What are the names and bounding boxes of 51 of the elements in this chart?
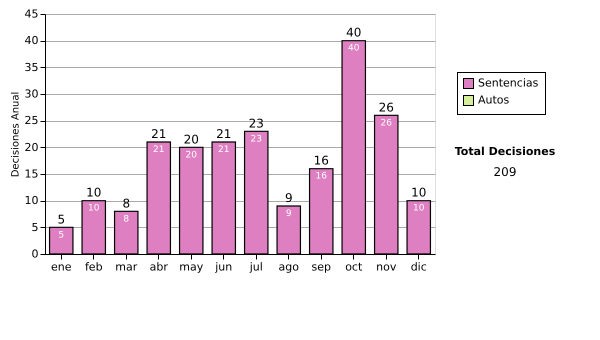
data-label: 23 [250,134,262,144]
y-tick-label: 5 [32,220,38,234]
text: 209 [494,165,516,179]
data-label: 10 [413,204,425,214]
data-label: 8 [123,214,130,224]
x-tick-label: nov [376,260,397,274]
total-label: 8 [122,196,130,210]
y-tick-label: 20 [24,140,38,154]
y-tick-label: 30 [24,88,38,100]
text: Total Decisiones [454,145,556,158]
y-tick-label: 35 [24,60,38,74]
y-tick-label: 0 [32,248,38,260]
data-label: 21 [218,145,230,155]
y-tick-label: 15 [24,168,38,180]
data-label: 26 [380,118,392,128]
y-tick-label: 25 [24,114,38,128]
x-tick-label: ago [278,260,300,274]
x-tick-label: feb [84,260,103,274]
total-label: 9 [284,191,293,205]
y-tick-label: 40 [24,34,38,48]
x-tick-label: mar [115,260,138,274]
y-tick-label: 10 [24,194,38,208]
y-axis-title: Decisiones Anual [10,92,22,178]
data-label: 16 [316,172,328,182]
x-tick-label: oct [345,260,363,274]
data-label: 10 [88,204,100,214]
y-tick-label: 45 [24,8,38,20]
total-label: 26 [378,100,394,114]
total-label: 20 [184,132,199,146]
total-label: 40 [346,26,362,40]
x-tick-label: may [179,260,204,274]
legend-label: Autos [478,94,510,106]
legend-label: Sentencias [478,76,539,90]
data-label: 40 [348,44,360,54]
data-label: 5 [58,230,64,240]
x-tick-label: ene [50,260,72,274]
total-label: 10 [86,186,102,200]
total-label: 16 [314,154,329,168]
total-label: 23 [248,116,264,130]
x-tick-label: abr [150,260,168,274]
total-label: 21 [151,127,166,141]
data-label: 9 [286,209,292,219]
x-tick-label: jul [248,260,263,274]
x-tick-label: jun [214,260,232,274]
data-label: 20 [186,150,198,160]
x-tick-label: sep [312,260,332,274]
total-label: 10 [411,186,426,200]
total-label: 5 [57,212,66,226]
x-tick-label: dic [410,260,427,274]
data-label: 21 [153,145,164,155]
total-label: 21 [216,127,232,141]
